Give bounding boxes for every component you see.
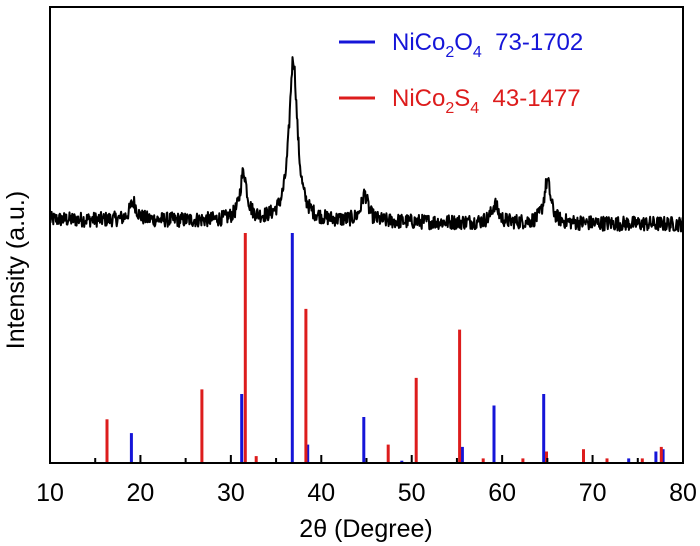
xrd-pattern-line bbox=[49, 56, 684, 233]
x-tick-label: 40 bbox=[307, 479, 335, 507]
x-tick-label: 10 bbox=[36, 479, 64, 507]
axes: 10 20 30 40 50 60 70 80 bbox=[36, 6, 697, 507]
x-tick-label: 30 bbox=[217, 479, 245, 507]
legend-label: NiCo2S4 43-1477 bbox=[392, 85, 581, 117]
legend-label: NiCo2O4 73-1702 bbox=[392, 29, 583, 61]
legend: NiCo2O4 73-1702 NiCo2S4 43-1477 bbox=[339, 29, 583, 117]
x-tick-label: 20 bbox=[126, 479, 154, 507]
x-tick-label: 70 bbox=[579, 479, 607, 507]
x-tick-label: 80 bbox=[669, 479, 697, 507]
x-axis-label: 2θ (Degree) bbox=[299, 515, 432, 543]
plot-frame bbox=[49, 6, 684, 464]
x-tick-label: 60 bbox=[488, 479, 516, 507]
y-axis-label: Intensity (a.u.) bbox=[2, 191, 30, 349]
x-tick-label: 50 bbox=[398, 479, 426, 507]
plot-area bbox=[49, 56, 684, 463]
